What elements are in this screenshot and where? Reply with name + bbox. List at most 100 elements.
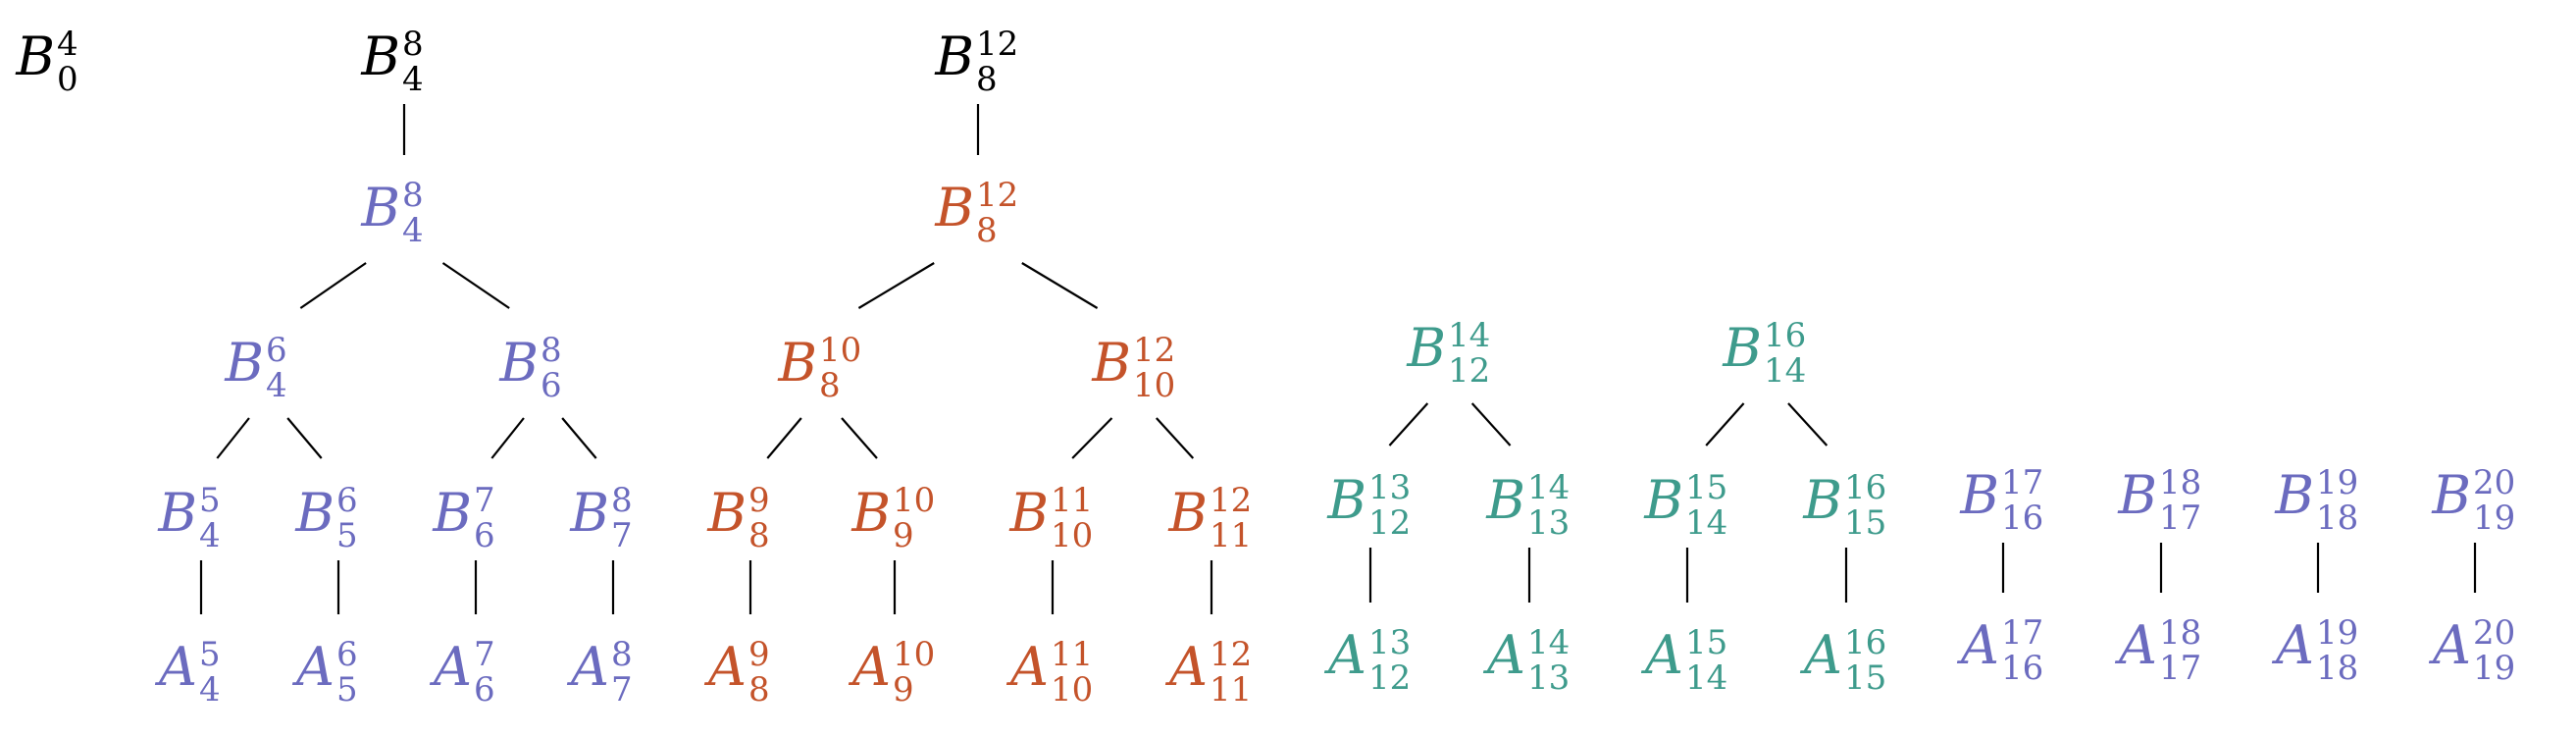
node-base-letter: B xyxy=(157,482,197,544)
node-base-letter: A xyxy=(1323,624,1366,686)
node-base-letter: B xyxy=(224,332,264,394)
node-base-letter: B xyxy=(706,482,747,544)
node-superscript: 20 xyxy=(2473,613,2515,653)
node-A4_5: A 54 xyxy=(154,635,221,710)
node-superscript: 6 xyxy=(336,635,358,674)
node-subscript: 7 xyxy=(611,516,633,555)
node-subscript: 9 xyxy=(893,670,914,710)
node-subscript: 18 xyxy=(2316,499,2358,538)
node-subscript: 16 xyxy=(2001,499,2043,538)
node-subscript: 8 xyxy=(976,60,998,99)
node-superscript: 10 xyxy=(893,481,935,520)
node-subscript: 12 xyxy=(1368,658,1411,698)
node-superscript: 9 xyxy=(748,481,770,520)
node-base-letter: B xyxy=(569,482,609,544)
node-superscript: 15 xyxy=(1685,623,1727,662)
edge-B8_12-B10_12 xyxy=(1021,262,1099,309)
node-superscript: 12 xyxy=(976,25,1018,64)
node-subscript: 6 xyxy=(474,670,495,710)
node-subscript: 6 xyxy=(474,516,495,555)
node-subscript: 6 xyxy=(541,366,562,405)
node-base-letter: A xyxy=(566,636,609,698)
node-base-letter: A xyxy=(1640,624,1683,686)
node-superscript: 9 xyxy=(748,635,770,674)
node-subscript: 14 xyxy=(1764,351,1806,391)
node-base-letter: A xyxy=(2271,614,2314,676)
node-subscript: 5 xyxy=(336,516,358,555)
node-base-letter: B xyxy=(1008,482,1049,544)
node-superscript: 8 xyxy=(541,331,562,370)
node-base-letter: B xyxy=(2274,464,2314,526)
node-superscript: 14 xyxy=(1448,316,1490,355)
node-superscript: 16 xyxy=(1844,468,1886,507)
node-superscript: 16 xyxy=(1764,316,1806,355)
node-base-letter: A xyxy=(429,636,472,698)
node-superscript: 13 xyxy=(1368,468,1411,507)
node-base-letter: B xyxy=(2117,464,2157,526)
edge-B14_16-B15_16 xyxy=(1787,402,1829,447)
node-base-letter: B xyxy=(294,482,335,544)
node-base-letter: B xyxy=(1326,469,1366,531)
node-superscript: 11 xyxy=(1051,635,1093,674)
node-B8_12: B 128 xyxy=(934,176,1018,250)
edge-B4_8-B6_8 xyxy=(441,262,510,309)
node-subscript: 8 xyxy=(819,366,841,405)
node-subscript: 18 xyxy=(2316,649,2358,688)
node-base-letter: B xyxy=(850,482,891,544)
node-base-letter: A xyxy=(1956,614,1999,676)
node-base-letter: B xyxy=(1722,317,1762,379)
node-base-letter: B xyxy=(15,26,55,87)
node-subscript: 15 xyxy=(1844,658,1886,698)
node-superscript: 11 xyxy=(1051,481,1093,520)
node-superscript: 17 xyxy=(2001,613,2043,653)
node-superscript: 6 xyxy=(336,481,358,520)
node-subscript: 19 xyxy=(2473,649,2515,688)
node-base-letter: B xyxy=(498,332,539,394)
node-base-letter: B xyxy=(1406,317,1446,379)
node-subscript: 4 xyxy=(402,211,424,250)
node-base-letter: B xyxy=(2431,464,2471,526)
node-base-letter: A xyxy=(1799,624,1842,686)
node-superscript: 12 xyxy=(1210,481,1252,520)
node-superscript: 6 xyxy=(266,331,287,370)
edge-B4_6-B5_6 xyxy=(286,417,323,459)
node-base-letter: B xyxy=(1091,332,1131,394)
node-superscript: 20 xyxy=(2473,463,2515,502)
node-base-letter: B xyxy=(1643,469,1683,531)
edge-B4_6-B4_5 xyxy=(216,417,250,459)
node-subscript: 13 xyxy=(1527,503,1570,543)
edges-layer xyxy=(199,104,2477,614)
node-subscript: 4 xyxy=(402,60,424,99)
node-A8_9: A 98 xyxy=(703,635,770,710)
node-subscript: 11 xyxy=(1210,670,1252,710)
node-subscript: 12 xyxy=(1448,351,1490,391)
node-base-letter: A xyxy=(1164,636,1208,698)
node-superscript: 14 xyxy=(1527,623,1570,662)
node-base-letter: B xyxy=(934,177,974,238)
node-superscript: 16 xyxy=(1844,623,1886,662)
node-superscript: 5 xyxy=(199,635,221,674)
node-base-letter: B xyxy=(432,482,472,544)
node-subscript: 13 xyxy=(1527,658,1570,698)
edge-B10_12-B10_11 xyxy=(1071,417,1113,459)
node-superscript: 13 xyxy=(1368,623,1411,662)
node-base-letter: A xyxy=(2114,614,2157,676)
node-superscript: 12 xyxy=(1133,331,1175,370)
node-A5_6: A 65 xyxy=(291,635,358,710)
node-superscript: 8 xyxy=(611,635,633,674)
node-base-letter: B xyxy=(1959,464,1999,526)
node-subscript: 0 xyxy=(57,60,78,99)
edge-B8_10-B8_9 xyxy=(766,417,802,459)
